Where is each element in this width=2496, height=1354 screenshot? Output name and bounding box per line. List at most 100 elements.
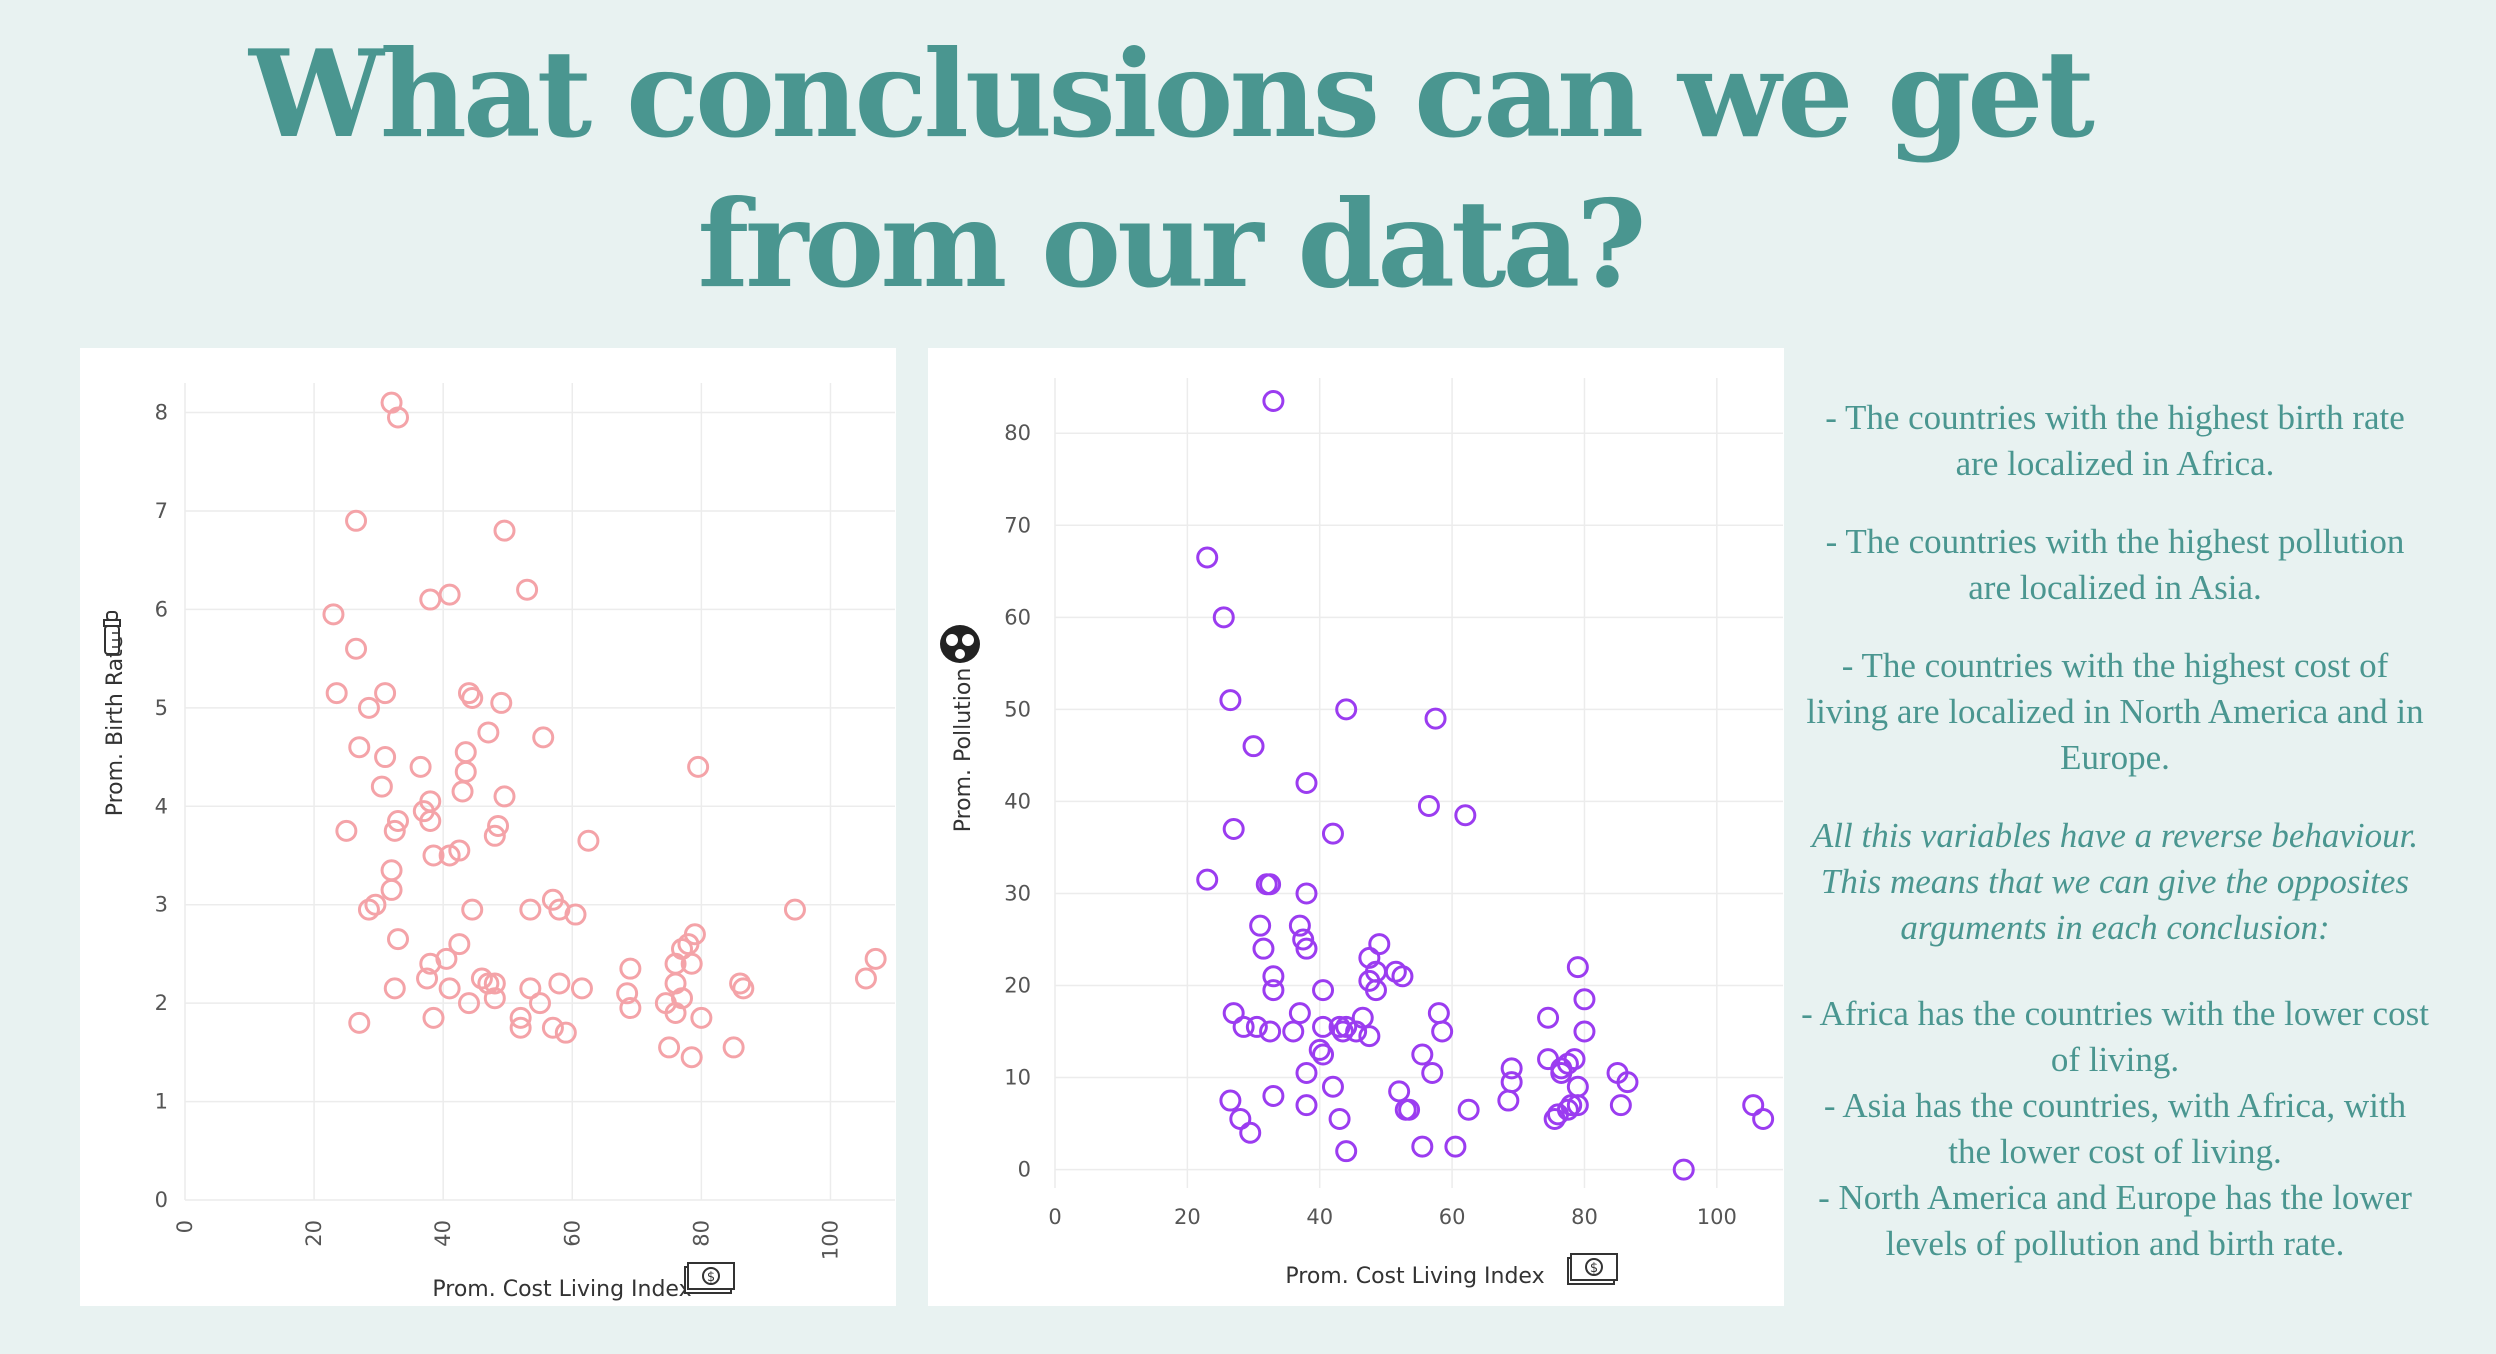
- data-point[interactable]: [1212, 606, 1235, 629]
- data-point[interactable]: [1282, 1020, 1305, 1043]
- data-point[interactable]: [1262, 979, 1285, 1002]
- data-point[interactable]: [357, 898, 380, 921]
- data-point[interactable]: [1335, 1015, 1358, 1038]
- data-point[interactable]: [1388, 1080, 1411, 1103]
- data-point[interactable]: [1563, 1048, 1586, 1071]
- data-point[interactable]: [680, 952, 703, 975]
- data-point[interactable]: [461, 898, 484, 921]
- data-point[interactable]: [1335, 698, 1358, 721]
- data-point[interactable]: [493, 519, 516, 542]
- data-point[interactable]: [1500, 1071, 1523, 1094]
- data-point[interactable]: [1331, 1020, 1354, 1043]
- data-point[interactable]: [1345, 1020, 1368, 1043]
- data-point[interactable]: [1308, 1038, 1331, 1061]
- data-point[interactable]: [380, 878, 403, 901]
- data-point[interactable]: [454, 741, 477, 764]
- data-point[interactable]: [519, 898, 542, 921]
- data-point[interactable]: [487, 814, 510, 837]
- data-point[interactable]: [1196, 546, 1219, 569]
- data-point[interactable]: [1427, 1002, 1450, 1025]
- data-point[interactable]: [422, 1006, 445, 1029]
- data-point[interactable]: [1222, 1002, 1245, 1025]
- data-point[interactable]: [1321, 822, 1344, 845]
- data-point[interactable]: [322, 603, 345, 626]
- data-point[interactable]: [461, 686, 484, 709]
- data-point[interactable]: [687, 755, 710, 778]
- data-point[interactable]: [416, 967, 439, 990]
- data-point[interactable]: [1239, 1121, 1262, 1144]
- data-point[interactable]: [387, 810, 409, 833]
- data-point[interactable]: [1752, 1107, 1775, 1130]
- data-point[interactable]: [1566, 956, 1589, 979]
- data-point[interactable]: [1321, 1075, 1344, 1098]
- data-point[interactable]: [619, 997, 642, 1020]
- data-point[interactable]: [564, 903, 587, 926]
- data-point[interactable]: [1328, 1107, 1351, 1130]
- data-point[interactable]: [1312, 979, 1335, 1002]
- data-point[interactable]: [483, 987, 506, 1010]
- data-point[interactable]: [554, 1021, 577, 1044]
- data-point[interactable]: [1219, 689, 1242, 712]
- data-point[interactable]: [1424, 707, 1447, 730]
- data-point[interactable]: [1196, 868, 1219, 891]
- data-point[interactable]: [383, 977, 406, 1000]
- data-point[interactable]: [1295, 937, 1318, 960]
- data-point[interactable]: [458, 682, 480, 705]
- data-point[interactable]: [419, 952, 442, 975]
- data-point[interactable]: [532, 726, 555, 749]
- data-point[interactable]: [548, 972, 571, 995]
- data-point[interactable]: [1444, 1135, 1467, 1158]
- data-point[interactable]: [509, 1006, 532, 1029]
- data-point[interactable]: [1421, 1061, 1444, 1084]
- data-point[interactable]: [470, 967, 493, 990]
- data-point[interactable]: [1295, 882, 1318, 905]
- data-point[interactable]: [364, 893, 387, 916]
- data-point[interactable]: [345, 509, 368, 532]
- data-point[interactable]: [1543, 1107, 1566, 1130]
- data-point[interactable]: [335, 819, 358, 842]
- data-point[interactable]: [374, 682, 397, 705]
- data-point[interactable]: [348, 736, 371, 759]
- data-point[interactable]: [1573, 1020, 1596, 1043]
- data-point[interactable]: [616, 982, 639, 1005]
- data-point[interactable]: [658, 1036, 681, 1059]
- data-point[interactable]: [387, 406, 409, 429]
- data-point[interactable]: [1249, 914, 1272, 937]
- data-point[interactable]: [1242, 735, 1265, 758]
- data-point[interactable]: [1566, 1094, 1589, 1117]
- data-point[interactable]: [1368, 933, 1391, 956]
- data-point[interactable]: [380, 859, 403, 882]
- data-point[interactable]: [1219, 1089, 1242, 1112]
- data-point[interactable]: [1222, 818, 1245, 841]
- data-point[interactable]: [419, 588, 442, 611]
- data-point[interactable]: [570, 977, 593, 1000]
- data-point[interactable]: [1262, 1084, 1285, 1107]
- data-point[interactable]: [1288, 914, 1311, 937]
- data-point[interactable]: [577, 829, 600, 852]
- data-point[interactable]: [1312, 1043, 1335, 1066]
- data-point[interactable]: [519, 977, 542, 1000]
- data-point[interactable]: [1312, 1015, 1335, 1038]
- data-point[interactable]: [1252, 937, 1275, 960]
- data-point[interactable]: [854, 967, 877, 990]
- data-point[interactable]: [1262, 390, 1285, 413]
- data-point[interactable]: [1454, 804, 1477, 827]
- data-point[interactable]: [383, 819, 406, 842]
- data-point[interactable]: [438, 583, 461, 606]
- data-point[interactable]: [1573, 988, 1596, 1011]
- data-point[interactable]: [1364, 979, 1387, 1002]
- data-point[interactable]: [483, 824, 506, 847]
- data-point[interactable]: [490, 691, 513, 714]
- data-point[interactable]: [493, 785, 516, 808]
- data-point[interactable]: [370, 775, 393, 798]
- data-point[interactable]: [448, 933, 471, 956]
- data-point[interactable]: [1391, 965, 1414, 988]
- data-point[interactable]: [1232, 1015, 1255, 1038]
- data-point[interactable]: [1500, 1057, 1523, 1080]
- data-point[interactable]: [454, 760, 477, 783]
- data-point[interactable]: [680, 1046, 703, 1069]
- data-point[interactable]: [1398, 1098, 1421, 1121]
- data-point[interactable]: [1295, 1061, 1318, 1084]
- data-point[interactable]: [325, 682, 348, 705]
- data-point[interactable]: [348, 1011, 371, 1034]
